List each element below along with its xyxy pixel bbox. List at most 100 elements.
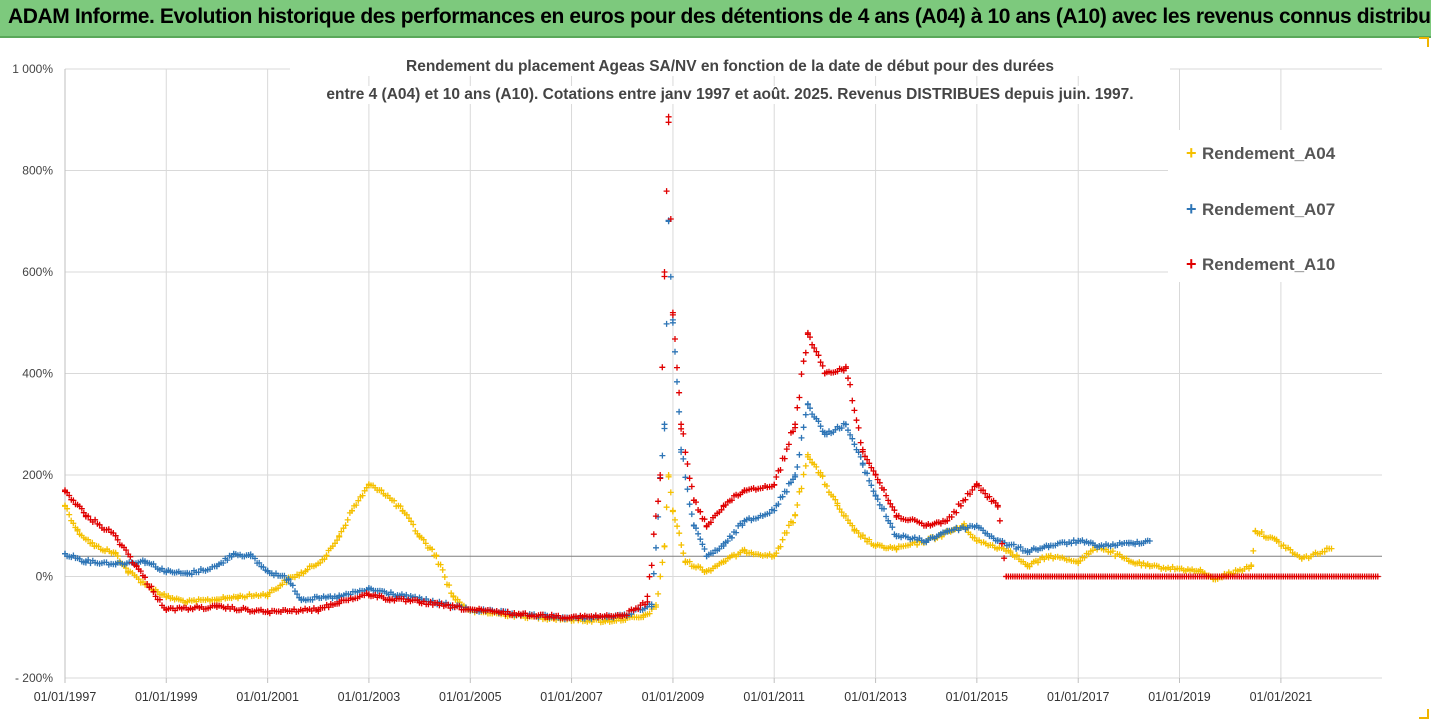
data-point bbox=[800, 424, 807, 431]
data-point bbox=[794, 404, 801, 411]
data-point bbox=[406, 515, 412, 522]
data-point bbox=[655, 590, 662, 597]
data-point bbox=[823, 483, 830, 489]
data-point bbox=[876, 479, 883, 486]
data-point bbox=[961, 522, 968, 529]
data-point bbox=[1280, 542, 1287, 549]
data-point bbox=[74, 527, 81, 534]
data-point bbox=[999, 540, 1005, 547]
data-point bbox=[804, 451, 811, 458]
legend-marker-a07: + bbox=[1186, 199, 1197, 219]
data-point bbox=[980, 487, 987, 494]
data-point bbox=[794, 464, 801, 470]
data-point bbox=[707, 519, 714, 526]
data-point bbox=[893, 512, 900, 519]
data-point bbox=[874, 496, 881, 503]
data-point bbox=[779, 536, 786, 543]
data-point bbox=[847, 381, 854, 388]
x-tick-label: 01/01/2017 bbox=[1047, 690, 1110, 704]
data-point bbox=[851, 441, 858, 448]
data-point bbox=[163, 568, 170, 575]
data-point bbox=[862, 453, 868, 460]
data-point bbox=[699, 541, 706, 548]
data-point bbox=[336, 598, 343, 605]
data-point bbox=[973, 482, 980, 489]
data-point bbox=[96, 521, 103, 528]
data-point bbox=[794, 502, 801, 508]
data-point bbox=[800, 471, 807, 478]
data-point bbox=[92, 516, 99, 523]
data-point bbox=[832, 426, 839, 433]
data-point bbox=[821, 431, 828, 438]
axis-layer: 1 000% 800% 600% 400% 200% 0% - 200% 01/01/1997… bbox=[12, 62, 1382, 704]
data-point bbox=[1250, 547, 1257, 554]
data-point bbox=[230, 550, 237, 557]
data-point bbox=[1075, 538, 1082, 544]
data-point bbox=[665, 113, 672, 120]
data-point bbox=[741, 487, 748, 494]
data-point bbox=[893, 532, 900, 539]
data-point bbox=[771, 482, 778, 489]
data-point bbox=[264, 591, 271, 598]
data-point bbox=[684, 461, 691, 467]
data-point bbox=[332, 540, 338, 547]
data-point bbox=[650, 531, 657, 538]
data-point bbox=[661, 421, 668, 428]
data-point bbox=[220, 560, 227, 566]
data-point bbox=[264, 609, 271, 615]
data-point bbox=[798, 485, 805, 492]
legend-item-a07: + Rendement_A07 bbox=[1186, 199, 1335, 220]
data-point bbox=[433, 553, 440, 560]
data-point bbox=[872, 543, 879, 549]
data-point bbox=[775, 501, 782, 508]
data-point bbox=[365, 591, 372, 598]
data-point bbox=[344, 516, 351, 523]
data-point bbox=[842, 513, 849, 519]
data-point bbox=[213, 563, 220, 570]
data-point bbox=[399, 507, 406, 514]
data-point bbox=[809, 341, 816, 348]
legend-item-a10: + Rendement_A10 bbox=[1186, 254, 1335, 275]
data-point bbox=[1176, 565, 1183, 572]
y-tick-label: 200% bbox=[22, 468, 53, 482]
data-point bbox=[450, 593, 457, 600]
x-tick-label: 01/01/1997 bbox=[34, 690, 97, 704]
data-point bbox=[325, 604, 332, 611]
data-point bbox=[66, 492, 73, 499]
data-point bbox=[802, 462, 809, 469]
data-point bbox=[619, 613, 626, 620]
data-point bbox=[672, 336, 678, 342]
data-point bbox=[349, 507, 355, 514]
data-point bbox=[834, 502, 841, 509]
data-point bbox=[779, 493, 786, 500]
data-point bbox=[659, 559, 666, 566]
data-point bbox=[676, 389, 683, 396]
data-point bbox=[82, 512, 89, 519]
data-point bbox=[144, 581, 151, 587]
data-point bbox=[62, 487, 68, 494]
data-point bbox=[391, 497, 398, 504]
data-point bbox=[112, 532, 119, 539]
data-point bbox=[777, 467, 784, 473]
data-point bbox=[697, 536, 704, 543]
data-point bbox=[302, 568, 309, 575]
data-point bbox=[152, 593, 159, 600]
data-point bbox=[1075, 558, 1082, 565]
data-point bbox=[682, 449, 689, 456]
data-point bbox=[62, 502, 68, 509]
data-point bbox=[889, 503, 896, 510]
chart-title-line-2: entre 4 (A04) et 10 ans (A10). Cotations… bbox=[290, 86, 1170, 104]
data-point bbox=[889, 524, 896, 531]
data-point bbox=[644, 598, 651, 605]
data-point bbox=[648, 562, 655, 569]
data-point bbox=[1298, 555, 1305, 562]
data-point bbox=[1109, 548, 1116, 555]
data-point bbox=[355, 497, 362, 504]
y-tick-label: 600% bbox=[22, 265, 53, 279]
data-point bbox=[1258, 529, 1265, 535]
data-point bbox=[646, 573, 653, 580]
data-point bbox=[953, 509, 960, 516]
data-point bbox=[690, 497, 697, 504]
data-point bbox=[123, 547, 130, 554]
data-point bbox=[893, 545, 900, 552]
